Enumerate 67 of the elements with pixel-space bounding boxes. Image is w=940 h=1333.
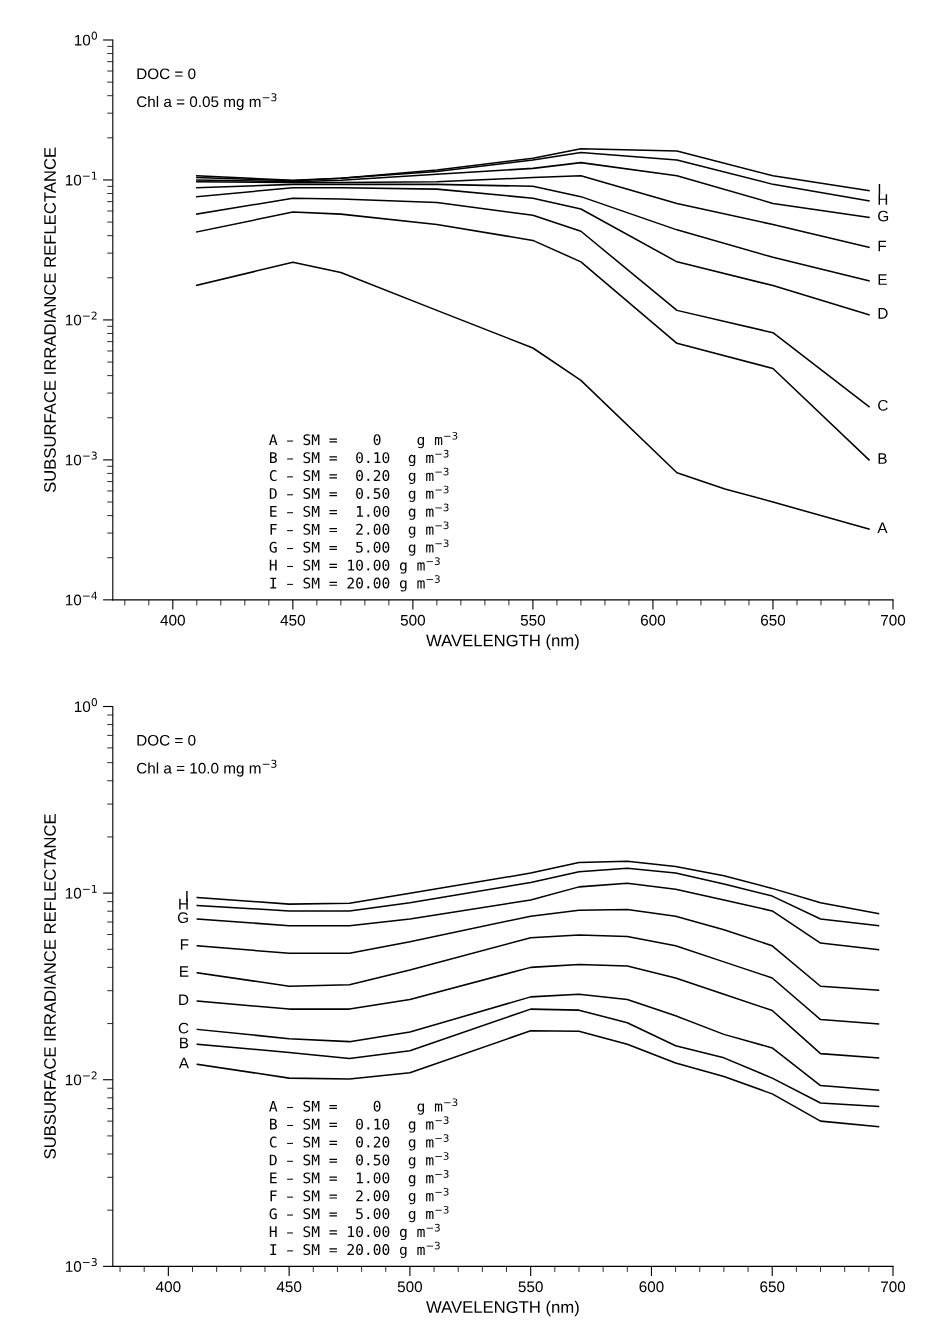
annotation: H – SM = 10.00 g m$^{−3}$ (269, 557, 440, 574)
y-tick-label: 10$^{−1}$ (65, 171, 97, 186)
series-label: H (878, 194, 888, 205)
y-tick-label: 10$^{−3}$ (65, 1257, 97, 1272)
x-tick-label: 500 (400, 614, 426, 626)
annotation: B – SM = 0.10 g m$^{−3}$ (270, 449, 449, 467)
series-label: G (177, 912, 188, 924)
series-label: D (878, 308, 888, 319)
x-tick-label: 650 (760, 1281, 785, 1293)
x-tick-label: 500 (397, 1281, 423, 1293)
annotation: Chl a = 10.0 mg m$^{−3}$ (136, 759, 277, 777)
x-tick-label: 700 (881, 1281, 906, 1293)
series-label: B (180, 1037, 189, 1049)
annotation: F – SM = 2.00 g m$^{−3}$ (270, 521, 449, 538)
x-axis-title: WAVELENGTH (nm) (426, 634, 579, 650)
annotation: Chl a = 0.05 mg m$^{−3}$ (136, 93, 277, 111)
y-tick-label: 10$^{0}$ (74, 31, 98, 46)
annotation: D – SM = 0.50 g m$^{−3}$ (269, 1152, 449, 1169)
x-tick-label: 450 (276, 1281, 302, 1293)
x-tick-label: 550 (520, 614, 546, 626)
annotation: C – SM = 0.20 g m$^{−3}$ (269, 467, 449, 485)
annotation: A – SM = 0 g m$^{−3}$ (269, 431, 458, 449)
annotation: D – SM = 0.50 g m$^{−3}$ (269, 485, 449, 502)
series-label: A (877, 522, 888, 534)
annotation: DOC = 0 (137, 734, 196, 746)
y-axis-title: SUBSURFACE IRRADIANCE REFLECTANCE (44, 147, 56, 493)
series-label: E (180, 966, 189, 977)
series-label: E (878, 274, 887, 285)
annotation: DOC = 0 (137, 68, 196, 80)
x-tick-label: 650 (761, 614, 786, 626)
x-tick-label: 400 (155, 1281, 181, 1293)
series-label: F (180, 939, 189, 950)
series-label: C (178, 1022, 189, 1034)
annotation: G – SM = 5.00 g m$^{−3}$ (269, 539, 449, 556)
series-label: D (179, 994, 189, 1005)
x-axis-title: WAVELENGTH (nm) (426, 1300, 579, 1317)
y-tick-label: 10$^{−2}$ (65, 1071, 97, 1086)
y-tick-label: 10$^{−1}$ (65, 884, 97, 899)
y-axis-title: SUBSURFACE IRRADIANCE REFLECTANCE (44, 814, 56, 1159)
annotation: B – SM = 0.10 g m$^{−3}$ (270, 1116, 449, 1133)
annotation: I – SM = 20.00 g m$^{−3}$ (270, 575, 440, 592)
annotation: A – SM = 0 g m$^{−3}$ (269, 1098, 458, 1115)
x-tick-label: 400 (160, 614, 185, 626)
series-label: B (878, 453, 887, 464)
series-label: G (878, 210, 889, 222)
series-label: I (878, 183, 881, 195)
annotation: E – SM = 1.00 g m$^{−3}$ (270, 503, 449, 520)
series-label: A (178, 1057, 189, 1069)
series-label: F (878, 240, 887, 252)
x-tick-label: 600 (639, 1281, 664, 1293)
annotation: G – SM = 5.00 g m$^{−3}$ (269, 1205, 449, 1223)
y-tick-label: 10$^{0}$ (74, 698, 98, 713)
y-tick-label: 10$^{−2}$ (65, 311, 97, 326)
y-tick-label: 10$^{−3}$ (65, 451, 97, 466)
x-tick-label: 450 (280, 614, 305, 626)
series-label: C (878, 399, 888, 411)
series-label: I (186, 890, 188, 902)
annotation: H – SM = 10.00 g m$^{−3}$ (269, 1223, 440, 1241)
annotation: E – SM = 1.00 g m$^{−3}$ (270, 1170, 449, 1187)
x-tick-label: 700 (881, 614, 906, 626)
y-tick-label: 10$^{−4}$ (65, 591, 98, 606)
annotation: F – SM = 2.00 g m$^{−3}$ (270, 1187, 449, 1205)
x-tick-label: 550 (518, 1281, 543, 1293)
series-label: H (179, 898, 188, 910)
annotation: C – SM = 0.20 g m$^{−3}$ (269, 1134, 449, 1151)
x-tick-label: 600 (640, 614, 666, 626)
annotation: I – SM = 20.00 g m$^{−3}$ (270, 1241, 440, 1259)
